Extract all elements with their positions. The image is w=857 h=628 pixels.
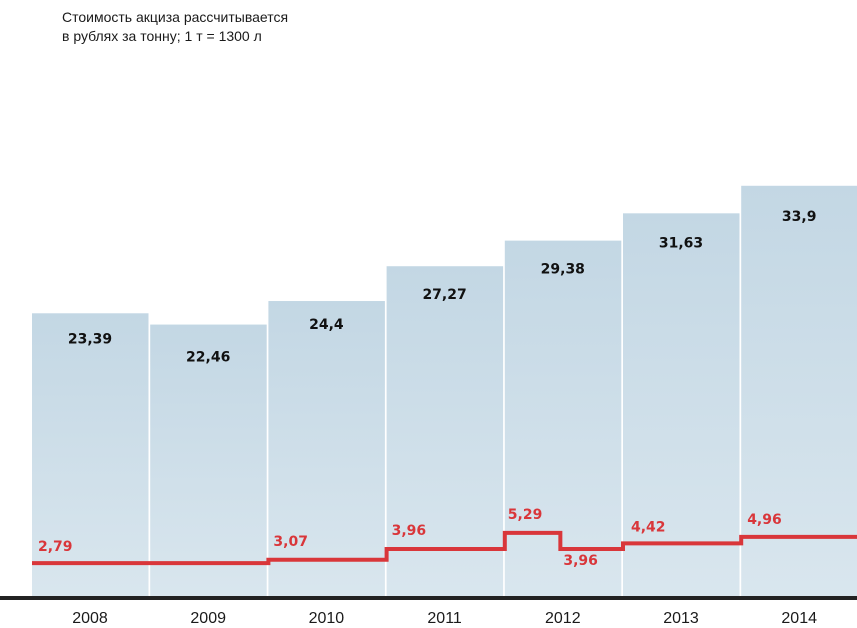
bar-value-label-2009: 22,46 [186,350,230,366]
x-tick-label-2008: 2008 [72,610,108,627]
line-value-label-1: 3,07 [273,534,308,550]
x-tick-label-2009: 2009 [190,610,226,627]
bar-value-label-2011: 27,27 [422,287,466,303]
line-value-label-3: 5,29 [508,507,543,523]
bar-value-label-2014: 33,9 [782,209,817,225]
bar-2010 [268,301,385,597]
bar-2014 [741,185,857,597]
x-tick-label-2014: 2014 [781,610,817,627]
chart-subtitle: Стоимость акциза рассчитывается в рублях… [62,8,462,46]
line-value-label-0: 2,79 [38,539,73,555]
bar-value-label-2013: 31,63 [659,235,703,251]
bar-2012 [504,240,622,597]
subtitle-line-2: в рублях за тонну; 1 т = 1300 л [62,28,262,44]
line-value-label-5: 4,42 [631,519,666,535]
subtitle-line-1: Стоимость акциза рассчитывается [62,9,289,25]
bar-2009 [150,324,267,597]
bar-2011 [386,266,504,597]
bars-group: 23,39 22,46 24,4 27,27 29,38 31,63 33,9 [32,185,857,597]
bar-value-label-2012: 29,38 [541,262,585,278]
x-tick-label-2010: 2010 [309,610,345,627]
line-value-label-2: 3,96 [392,523,427,539]
x-tick-label-2011: 2011 [427,610,462,627]
line-value-label-4: 3,96 [563,553,598,569]
bar-2013 [623,213,740,597]
x-tick-label-2012: 2012 [545,610,581,627]
bar-2008 [32,313,149,597]
step-line-group: 2,79 3,07 3,96 5,29 3,96 4,42 4,96 [32,507,857,569]
line-value-label-6: 4,96 [747,512,782,528]
bar-value-label-2010: 24,4 [309,317,344,333]
step-line-path [32,530,857,566]
x-axis-line [0,596,857,600]
bar-value-label-2008: 23,39 [68,331,112,347]
x-tick-label-2013: 2013 [663,610,699,627]
x-axis: 2008 2009 2010 2011 2012 2013 2014 [0,596,857,627]
